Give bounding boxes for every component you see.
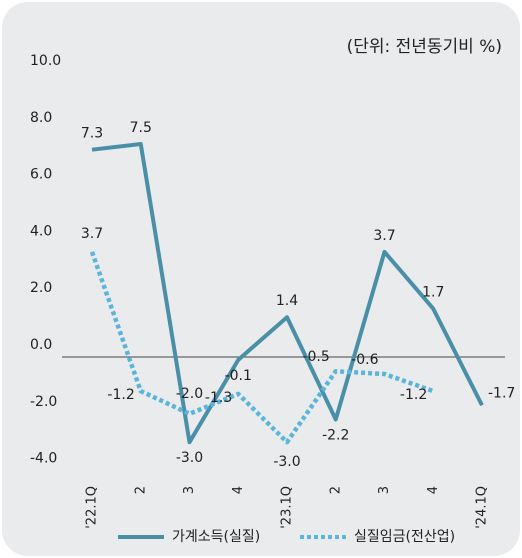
x-tick-label: 4 <box>231 486 246 494</box>
x-tick-label: '22.1Q <box>85 486 100 529</box>
data-label: 1.4 <box>276 293 298 309</box>
data-label: 7.5 <box>130 120 152 136</box>
legend-label: 실질임금(전산업) <box>354 529 455 545</box>
data-label: -0.5 <box>302 349 329 365</box>
y-tick-label: 2.0 <box>30 280 52 296</box>
x-tick-label: '24.1Q <box>475 486 490 529</box>
data-label: -3.0 <box>273 454 300 470</box>
data-label: 1.7 <box>422 285 444 301</box>
data-label: 3.7 <box>373 228 395 244</box>
y-tick-label: 6.0 <box>30 167 52 183</box>
x-tick-label: '23.1Q <box>280 486 295 529</box>
x-tick-label: 3 <box>182 486 197 494</box>
data-label: -3.0 <box>176 450 203 466</box>
data-label: -2.0 <box>176 386 203 402</box>
data-label: -0.6 <box>351 352 378 368</box>
y-tick-label: -4.0 <box>30 451 57 467</box>
y-tick-label: 0.0 <box>30 337 52 353</box>
data-label: -2.2 <box>322 427 349 443</box>
y-tick-label: -2.0 <box>30 394 57 410</box>
x-tick-label: 4 <box>426 486 441 494</box>
y-tick-label: 10.0 <box>30 53 61 69</box>
series-line <box>91 142 484 445</box>
series-line <box>89 251 434 445</box>
y-tick-label: 4.0 <box>30 223 52 239</box>
x-tick-label: 2 <box>328 486 343 494</box>
data-label: -1.2 <box>400 387 427 403</box>
data-label: -1.7 <box>488 385 515 401</box>
unit-label: (단위: 전년동기비 %) <box>347 37 502 57</box>
data-label: -0.1 <box>225 368 252 384</box>
data-label: -1.2 <box>107 387 134 403</box>
y-tick-label: 8.0 <box>30 110 52 126</box>
data-label: 7.3 <box>81 126 103 142</box>
data-label: 3.7 <box>81 226 103 242</box>
x-tick-label: 3 <box>377 486 392 494</box>
data-label: -1.3 <box>205 390 232 406</box>
x-tick-label: 2 <box>133 486 148 494</box>
legend-label: 가계소득(실질) <box>172 529 260 545</box>
